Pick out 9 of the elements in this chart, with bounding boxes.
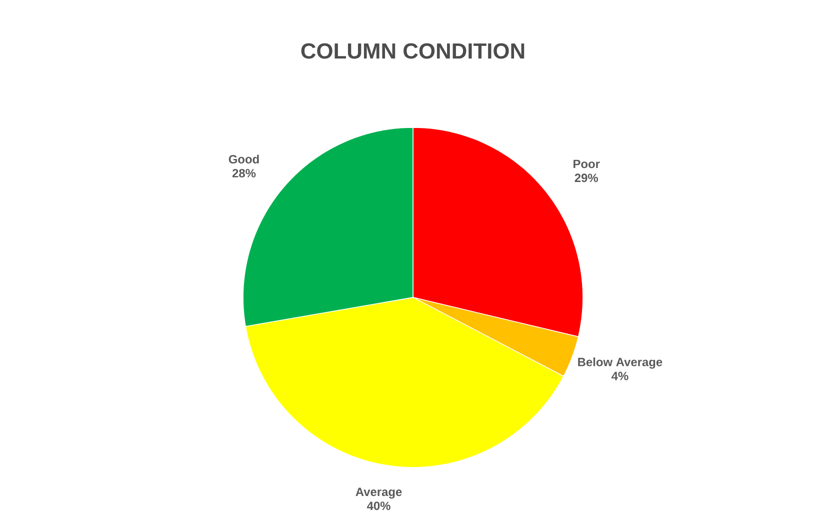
slice-label: Below Average <box>578 357 662 368</box>
chart-title: COLUMN CONDITION <box>301 43 524 59</box>
slice-label: Good <box>228 154 259 164</box>
data-label: 4% <box>612 372 628 380</box>
data-label: 28% <box>232 168 256 178</box>
slice-label: Poor <box>574 160 600 168</box>
data-label: 40% <box>367 501 390 510</box>
data-label: 29% <box>574 173 598 182</box>
slice-label: Average <box>356 488 402 498</box>
